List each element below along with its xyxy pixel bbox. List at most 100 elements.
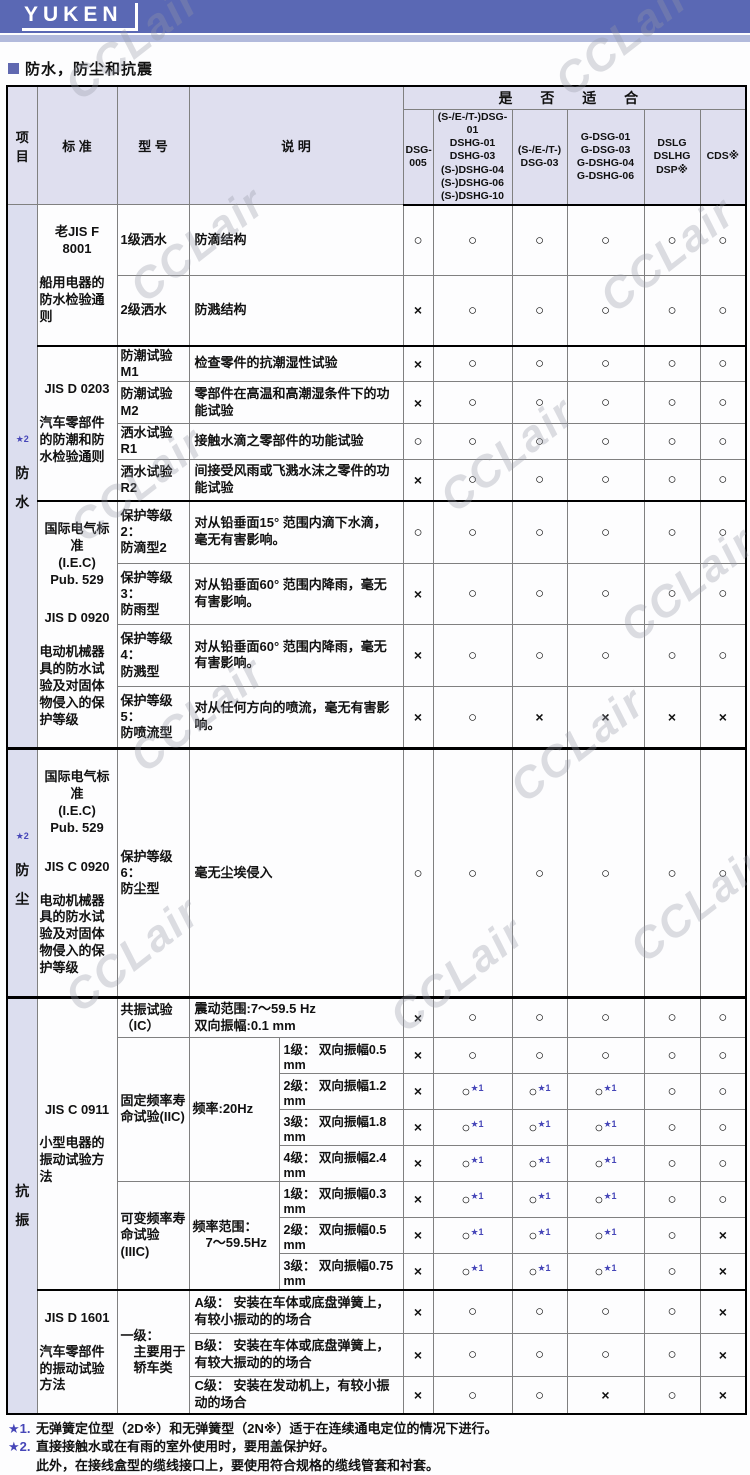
row-a: JIS D 1601 汽车零部件的振动试验方法 一级： 主要用于 轿车类 A级：…: [7, 1288, 747, 1415]
suitability-mark: ○: [566, 1332, 645, 1378]
desc-cell: 防溅结构: [188, 274, 404, 347]
suitability-mark: ○: [511, 1332, 568, 1378]
suitability-mark: ×: [402, 458, 434, 502]
suitability-mark: ×: [699, 1376, 747, 1415]
suitability-mark: ×: [402, 274, 434, 347]
item-dustproof: ★2 防 尘: [6, 747, 38, 998]
suitability-mark: ○: [699, 499, 747, 564]
suitability-mark: ×: [402, 1376, 434, 1415]
suitability-mark: ○: [699, 274, 747, 347]
suitability-mark: ○: [511, 1288, 568, 1334]
desc-cell: A级： 安装在车体或底盘弹簧上，有较小振动的的场合: [188, 1288, 404, 1334]
desc-cell: 对从铅垂面60° 范围内降雨，毫无有害影响。: [188, 624, 404, 687]
suitability-mark: ○★1: [511, 1072, 568, 1110]
suitability-mark: ○: [511, 562, 568, 626]
row-iic1: 固定频率寿命试验(IIC) 频率:20Hz 1级： 双向振幅0.5 mm × ○ ○…: [7, 1036, 747, 1182]
row-r2: 洒水试验R2 间接受风雨或飞溅水沫之零件的功能试验 × ○ ○ ○ ○ ○: [7, 458, 747, 502]
row-spray2: 2级洒水 防溅结构 × ○ ○ ○ ○ ○: [7, 274, 747, 347]
model-cell: 防潮试验M2: [116, 381, 190, 424]
suitability-mark: ○: [566, 274, 645, 347]
suitability-mark: ○: [432, 344, 513, 382]
suitability-mark: ×: [699, 1288, 747, 1334]
suitability-mark: ○: [643, 204, 701, 276]
yuken-banner: YUKEN: [0, 0, 750, 33]
col-dslg-group: DSLG DSLHG DSP※: [643, 108, 701, 206]
suitability-mark: ○: [511, 274, 568, 347]
suitability-mark: ○: [699, 204, 747, 276]
suitability-mark: ○: [643, 344, 701, 382]
suitability-mark: ○: [432, 1036, 513, 1074]
yuken-logo: YUKEN: [22, 3, 138, 31]
suitability-mark: ○: [432, 381, 513, 424]
model-cell: 保护等级6： 防尘型: [116, 747, 190, 998]
suitability-mark: ○★1: [432, 1072, 513, 1110]
footnote-1: ★1. 无弹簧定位型（2D※）和无弹簧型（2N※）适于在连续通电定位的情况下进行…: [8, 1420, 746, 1438]
suitability-mark: ×: [699, 1252, 747, 1291]
standard-f8001: 老JIS F 8001 船用电器的防水检验通则: [36, 204, 118, 346]
desc-cell: 对从铅垂面60° 范围内降雨，毫无有害影响。: [188, 562, 404, 626]
standard-c0920: 国际电气标准 (I.E.C) Pub. 529 JIS C 0920 电动机械器…: [36, 747, 118, 998]
suitability-mark: ×: [643, 685, 701, 750]
level-cell: 1级： 双向振幅0.5 mm: [278, 1036, 404, 1074]
suitability-mark: ○: [643, 1036, 701, 1074]
suitability-mark: ×: [699, 1332, 747, 1378]
suitability-mark: ×: [402, 1332, 434, 1378]
suitability-mark: ○: [432, 1376, 513, 1415]
suitability-mark: ×: [402, 562, 434, 626]
suitability-mark: ○: [432, 274, 513, 347]
model-cell: 固定频率寿命试验(IIC): [116, 1036, 190, 1182]
suitability-mark: ○★1: [432, 1180, 513, 1218]
section-bullet-icon: [8, 63, 19, 74]
suitability-mark: ○: [511, 1376, 568, 1415]
suitability-mark: ×: [402, 1216, 434, 1254]
suitability-mark: ○: [643, 1252, 701, 1291]
row-m2: 防潮试验M2 零部件在高温和高潮湿条件下的功能试验 × ○ ○ ○ ○ ○: [7, 381, 747, 424]
suitability-mark: ○★1: [566, 1144, 645, 1182]
suitability-mark: ○: [432, 423, 513, 460]
suitability-mark: ○: [643, 458, 701, 502]
suitability-mark: ○: [643, 1332, 701, 1378]
col-header-item: 项 目: [6, 85, 38, 206]
suitability-mark: ○: [432, 995, 513, 1038]
suitability-mark: ○: [643, 562, 701, 626]
suitability-mark: ○: [432, 1288, 513, 1334]
desc-cell: 接触水滴之零部件的功能试验: [188, 423, 404, 460]
desc-cell: 震动范围:7～59.5 Hz 双向振幅:0.1 mm: [188, 995, 404, 1038]
suitability-mark: ○: [643, 747, 701, 998]
suitability-mark: ○: [511, 204, 568, 276]
col-dsg005: DSG- 005: [402, 108, 434, 206]
row-r1: 洒水试验R1 接触水滴之零部件的功能试验 ○ ○ ○ ○ ○ ○: [7, 423, 747, 460]
frequency-cell: 频率:20Hz: [188, 1036, 280, 1182]
suitability-mark: ○: [566, 995, 645, 1038]
suitability-mark: ○: [511, 995, 568, 1038]
col-gdsg-group: G-DSG-01 G-DSG-03 G-DSHG-04 G-DSHG-06: [566, 108, 645, 206]
model-cell: 一级： 主要用于 轿车类: [116, 1288, 190, 1415]
row-ic: 抗 振 JIS C 0911 小型电器的振动试验方法 共振试验（IC） 震动范围…: [6, 995, 747, 1415]
suitability-mark: ×: [402, 1288, 434, 1334]
model-cell: 2级洒水: [116, 274, 190, 347]
row-p6: ★2 防 尘 国际电气标准 (I.E.C) Pub. 529 JIS C 092…: [6, 747, 747, 998]
item-label: 防 水: [15, 465, 30, 511]
model-cell: 共振试验（IC）: [116, 995, 190, 1038]
desc-cell: 检查零件的抗潮湿性试验: [188, 344, 404, 382]
section-title: 防水，防尘和抗震: [8, 58, 153, 79]
suitability-mark: ○: [643, 499, 701, 564]
suitability-mark: ○: [432, 1332, 513, 1378]
suitability-mark: ○: [566, 499, 645, 564]
col-header-model: 型 号: [116, 85, 190, 206]
suitability-mark: ○★1: [566, 1216, 645, 1254]
suitability-mark: ×: [402, 1072, 434, 1110]
suitability-mark: ○: [643, 274, 701, 347]
row-spray1: ★2 防 水 老JIS F 8001 船用电器的防水检验通则 1级洒水 防滴结构…: [6, 204, 747, 750]
suitability-mark: ○: [432, 624, 513, 687]
row-p2: 国际电气标准 (I.E.C) Pub. 529 JIS D 0920 电动机械器…: [7, 499, 747, 750]
suitability-mark: ○: [566, 1036, 645, 1074]
row-p4: 保护等级4： 防溅型 对从铅垂面60° 范围内降雨，毫无有害影响。 × ○ ○ ○ ○ ○: [7, 624, 747, 687]
suitability-mark: ○: [402, 204, 434, 276]
row-iiic1: 可变频率寿命试验(IIIC) 频率范围： 7～59.5Hz 1级： 双向振幅0.…: [7, 1180, 747, 1291]
footnotes: ★1. 无弹簧定位型（2D※）和无弹簧型（2N※）适于在连续通电定位的情况下进行…: [8, 1420, 746, 1475]
model-cell: 保护等级3： 防雨型: [116, 562, 190, 626]
desc-cell: 零部件在高温和高潮湿条件下的功能试验: [188, 381, 404, 424]
suitability-mark: ×: [511, 685, 568, 750]
suitability-mark: ○: [511, 458, 568, 502]
